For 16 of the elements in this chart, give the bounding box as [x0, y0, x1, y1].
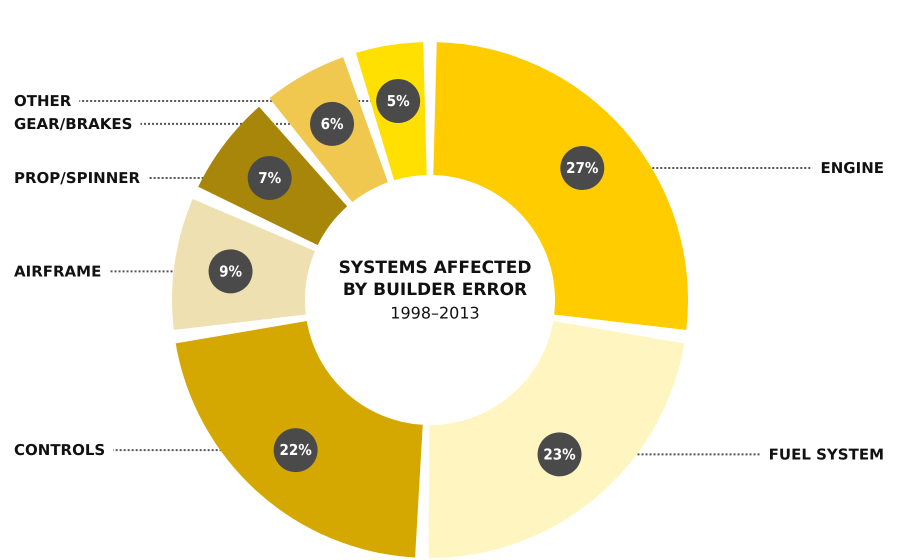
slice-label: CONTROLS [14, 441, 106, 460]
data-label: 6% [320, 114, 344, 133]
text: 1998–2013 [390, 304, 480, 322]
data-label: 22% [279, 441, 312, 460]
data-label: 5% [386, 92, 410, 110]
data-label: 7% [258, 168, 282, 187]
slice-label: AIRFRAME [14, 262, 102, 280]
slice-label: ENGINE [820, 159, 884, 178]
slice-label: PROP/SPINNER [14, 168, 140, 187]
data-label: 23% [543, 445, 576, 464]
text: SYSTEMS AFFECTED BY BUILDER ERROR [338, 258, 532, 300]
data-label: 27% [566, 159, 599, 178]
slice-label: FUEL SYSTEM [768, 445, 884, 464]
slice-label: OTHER [14, 92, 72, 110]
data-label: 9% [219, 262, 242, 280]
slice-label: GEAR/BRAKES [14, 114, 132, 133]
